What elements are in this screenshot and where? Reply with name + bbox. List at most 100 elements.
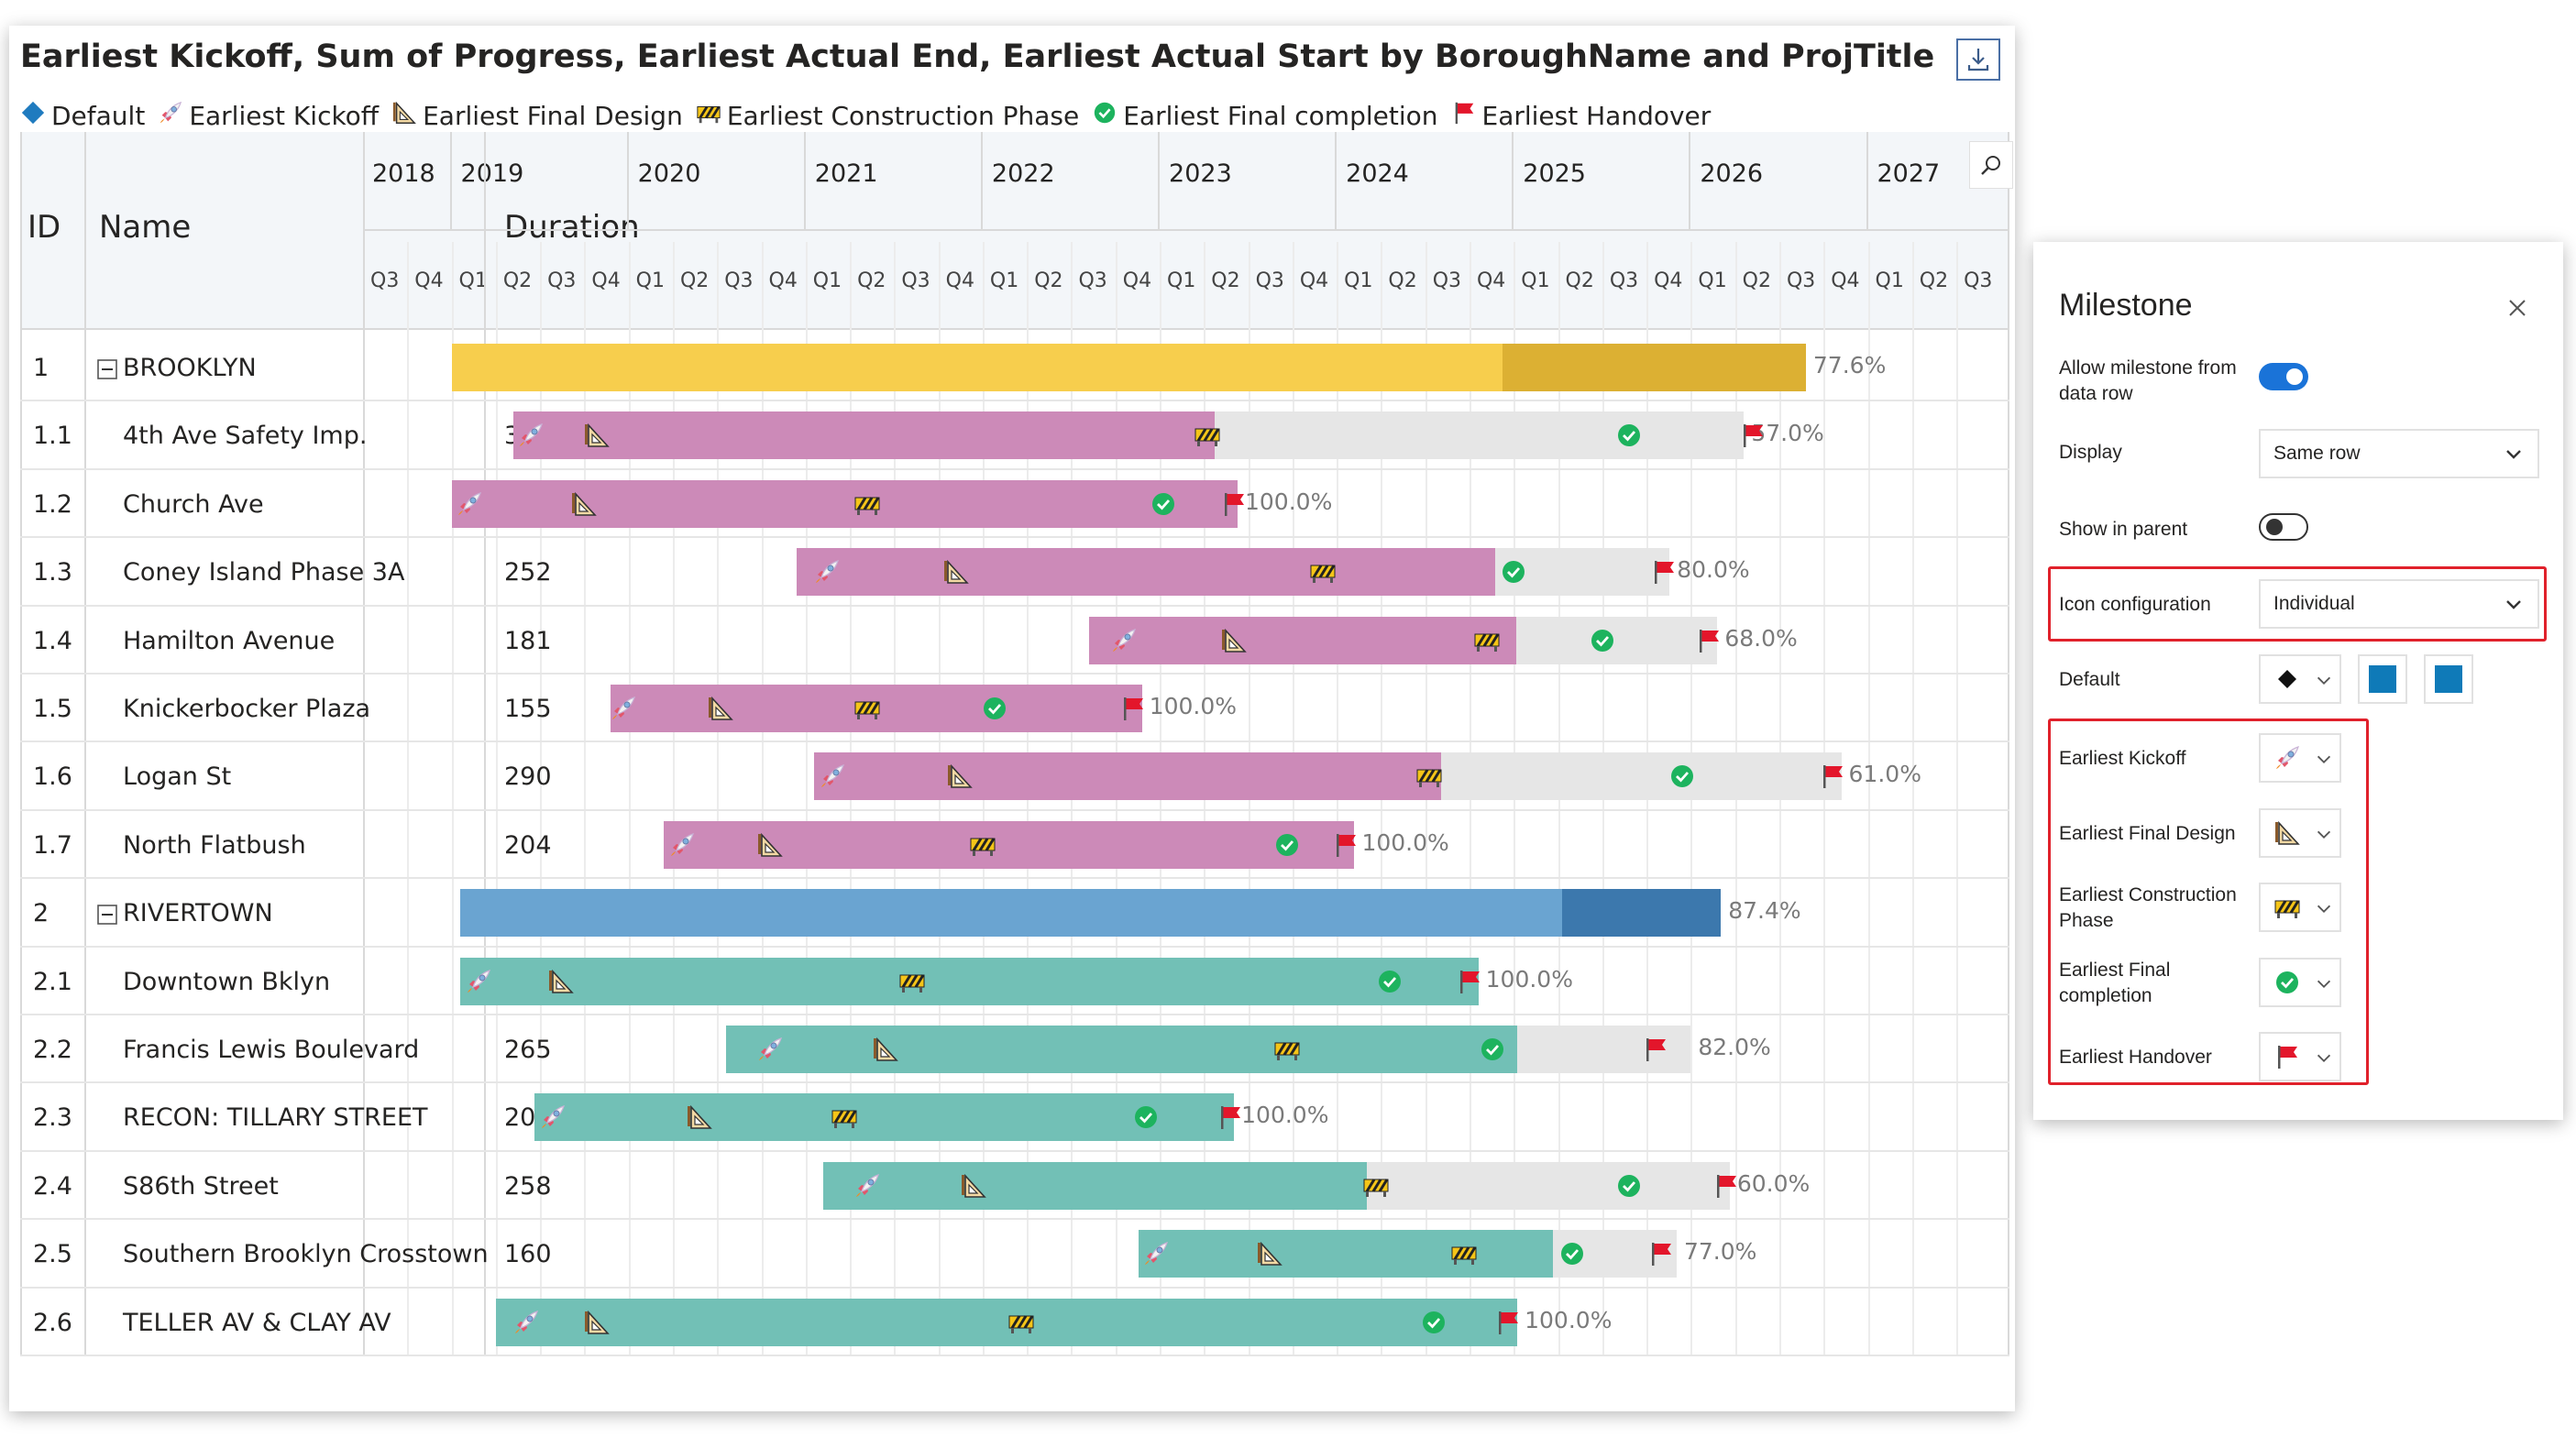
milestone-check-icon[interactable] (1132, 1103, 1160, 1131)
milestone-icon-select[interactable] (2259, 733, 2341, 783)
milestone-check-icon[interactable] (1615, 422, 1643, 449)
milestone-check-icon[interactable] (981, 695, 1008, 722)
milestone-construction-icon[interactable] (1273, 1036, 1301, 1063)
milestone-flag-icon[interactable] (1647, 1240, 1675, 1267)
milestone-rocket-icon[interactable] (813, 558, 841, 586)
milestone-icon-select[interactable] (2259, 883, 2341, 932)
milestone-flag-icon[interactable] (1819, 762, 1846, 790)
legend-item-check[interactable]: Earliest Final completion (1092, 100, 1438, 132)
milestone-construction-icon[interactable] (1362, 1172, 1390, 1200)
column-header-duration[interactable]: Duration (504, 209, 640, 246)
allow-milestone-toggle[interactable] (2259, 363, 2308, 390)
show-in-parent-toggle[interactable] (2259, 513, 2308, 541)
milestone-flag-icon[interactable] (1642, 1036, 1669, 1063)
milestone-flag-icon[interactable] (1494, 1309, 1522, 1336)
close-icon[interactable] (2501, 291, 2534, 324)
year-label: 2022 (991, 159, 1055, 188)
milestone-design-icon[interactable] (583, 1309, 611, 1336)
legend-item-diamond[interactable]: Default (20, 100, 145, 132)
milestone-flag-icon[interactable] (1220, 490, 1248, 518)
default-color-swatch-1[interactable] (2358, 654, 2407, 704)
milestone-flag-icon[interactable] (1216, 1103, 1244, 1131)
milestone-design-icon[interactable] (686, 1103, 713, 1131)
milestone-format-pane: Milestone Allow milestone from data row … (2033, 242, 2563, 1120)
milestone-construction-icon[interactable] (853, 695, 881, 722)
milestone-rocket-icon[interactable] (465, 968, 492, 995)
milestone-construction-icon[interactable] (969, 831, 996, 859)
milestone-design-icon[interactable] (756, 831, 784, 859)
row-id: 1.6 (33, 762, 72, 792)
milestone-check-icon[interactable] (1420, 1309, 1448, 1336)
milestone-rocket-icon[interactable] (610, 695, 637, 722)
milestone-rocket-icon[interactable] (819, 762, 846, 790)
legend-item-design[interactable]: Earliest Final Design (391, 100, 683, 132)
milestone-icon-select[interactable] (2259, 1032, 2341, 1081)
milestone-construction-icon[interactable] (853, 490, 881, 518)
milestone-design-icon[interactable] (707, 695, 734, 722)
milestone-check-icon[interactable] (1376, 968, 1404, 995)
row-duration: 181 (504, 626, 552, 655)
export-button[interactable] (1956, 38, 2000, 81)
flag-icon (1451, 100, 1482, 132)
milestone-construction-icon[interactable] (831, 1103, 858, 1131)
milestone-construction-icon[interactable] (1473, 627, 1501, 654)
default-icon-select[interactable] (2259, 654, 2341, 704)
milestone-rocket-icon[interactable] (1110, 627, 1138, 654)
milestone-flag-icon[interactable] (1712, 1172, 1740, 1200)
milestone-flag-icon[interactable] (1332, 831, 1360, 859)
milestone-design-icon[interactable] (1256, 1240, 1283, 1267)
milestone-rocket-icon[interactable] (853, 1172, 881, 1200)
icon-configuration-dropdown[interactable]: Individual (2259, 579, 2539, 629)
legend-item-construction[interactable]: Earliest Construction Phase (696, 100, 1079, 132)
milestone-design-icon[interactable] (872, 1036, 899, 1063)
collapse-icon[interactable] (97, 359, 117, 379)
grid-vline (20, 132, 22, 1356)
search-button[interactable] (1969, 141, 2013, 189)
display-dropdown[interactable]: Same row (2259, 429, 2539, 478)
milestone-rocket-icon[interactable] (512, 1309, 540, 1336)
milestone-flag-icon[interactable] (1695, 627, 1723, 654)
milestone-check-icon[interactable] (1479, 1036, 1506, 1063)
column-header-id[interactable]: ID (28, 209, 61, 246)
column-header-name[interactable]: Name (99, 209, 192, 246)
milestone-rocket-icon[interactable] (539, 1103, 567, 1131)
milestone-flag-icon[interactable] (1119, 695, 1147, 722)
collapse-icon[interactable] (97, 905, 117, 925)
milestone-check-icon[interactable] (1150, 490, 1177, 518)
milestone-construction-icon[interactable] (1007, 1309, 1035, 1336)
milestone-check-icon[interactable] (1273, 831, 1301, 859)
milestone-check-icon[interactable] (1668, 762, 1696, 790)
milestone-design-icon[interactable] (1220, 627, 1248, 654)
milestone-design-icon[interactable] (946, 762, 974, 790)
milestone-check-icon[interactable] (1615, 1172, 1643, 1200)
milestone-design-icon[interactable] (570, 490, 598, 518)
row-id: 2 (33, 899, 50, 928)
diamond-icon (20, 100, 51, 132)
milestone-construction-icon[interactable] (898, 968, 926, 995)
milestone-check-icon[interactable] (1500, 558, 1527, 586)
milestone-rocket-icon[interactable] (756, 1036, 784, 1063)
milestone-flag-icon[interactable] (1650, 558, 1678, 586)
legend-item-flag[interactable]: Earliest Handover (1451, 100, 1711, 132)
milestone-flag-icon[interactable] (1456, 968, 1483, 995)
milestone-design-icon[interactable] (583, 422, 611, 449)
group-bar[interactable] (460, 889, 1722, 938)
milestone-design-icon[interactable] (547, 968, 575, 995)
milestone-icon-select[interactable] (2259, 807, 2341, 858)
milestone-icon-select[interactable] (2259, 957, 2341, 1007)
milestone-check-icon[interactable] (1558, 1240, 1586, 1267)
milestone-construction-icon[interactable] (1450, 1240, 1478, 1267)
milestone-construction-icon[interactable] (1194, 422, 1221, 449)
milestone-design-icon[interactable] (960, 1172, 987, 1200)
milestone-rocket-icon[interactable] (456, 490, 483, 518)
milestone-check-icon[interactable] (1589, 627, 1616, 654)
milestone-design-icon[interactable] (942, 558, 970, 586)
milestone-flag-icon[interactable] (1739, 422, 1767, 449)
legend-item-rocket[interactable]: Earliest Kickoff (158, 100, 379, 132)
milestone-rocket-icon[interactable] (517, 422, 545, 449)
milestone-rocket-icon[interactable] (668, 831, 696, 859)
milestone-construction-icon[interactable] (1309, 558, 1337, 586)
default-color-swatch-2[interactable] (2424, 654, 2473, 704)
milestone-construction-icon[interactable] (1415, 762, 1443, 790)
milestone-rocket-icon[interactable] (1142, 1240, 1170, 1267)
